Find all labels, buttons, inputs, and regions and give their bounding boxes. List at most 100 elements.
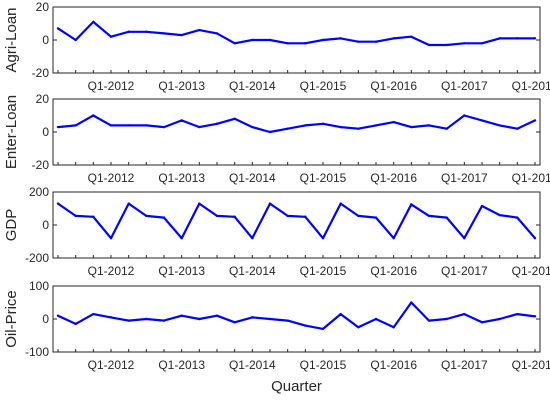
- y-axis-title: Enter-Loan: [3, 95, 20, 169]
- data-point: [339, 37, 342, 40]
- y-tick-label: -200: [25, 251, 49, 265]
- data-point: [145, 124, 148, 127]
- data-point: [357, 214, 360, 218]
- data-point: [392, 237, 395, 240]
- data-point: [321, 38, 325, 42]
- data-point: [374, 216, 378, 219]
- x-axis-title: Quarter: [271, 378, 322, 395]
- data-point: [339, 312, 342, 316]
- data-point: [74, 214, 77, 218]
- data-point: [233, 215, 236, 218]
- data-point: [198, 202, 201, 205]
- series-line: [57, 20, 535, 47]
- x-tick-label: Q1-2017: [441, 171, 488, 185]
- data-point: [180, 237, 183, 240]
- data-point: [321, 327, 325, 331]
- x-tick-label: Q1-2015: [300, 358, 347, 372]
- data-point: [180, 119, 183, 122]
- x-tick-label: Q1-2017: [441, 79, 488, 93]
- data-point: [463, 114, 466, 117]
- y-tick-label: 200: [29, 185, 49, 199]
- data-point: [427, 319, 431, 322]
- x-tick-label: Q1-2013: [158, 358, 205, 372]
- data-point: [127, 30, 130, 33]
- data-point: [392, 37, 395, 40]
- x-tick-label: Q1-2012: [88, 358, 135, 372]
- x-tick-label: Q1-2015: [300, 79, 347, 93]
- data-point: [162, 216, 166, 219]
- x-tick-label: Q1-2015: [300, 171, 347, 185]
- x-tick-label: Q1-2014: [229, 79, 276, 93]
- x-tick-label: Q1-2015: [300, 264, 347, 278]
- plot-frame: [52, 191, 541, 259]
- data-point: [533, 315, 537, 318]
- y-tick-label: 0: [42, 218, 49, 232]
- x-tick-label: Q1-2016: [370, 79, 417, 93]
- data-point: [339, 125, 342, 129]
- data-point: [56, 27, 60, 30]
- plot-frame: [52, 98, 541, 166]
- x-tick-label: Q1-2014: [229, 171, 276, 185]
- data-point: [410, 203, 413, 206]
- y-tick-label: 0: [42, 125, 49, 139]
- data-point: [145, 317, 148, 321]
- data-point: [268, 317, 272, 321]
- y-axis-title: Oil-Price: [3, 290, 20, 348]
- data-point: [480, 42, 484, 45]
- chart-panel-2: -20 0 20 Q1-2012 Q1-2013 Q1-2014 Q1-2015 Q1-201…: [3, 92, 550, 185]
- x-tick-label: Q1-2016: [370, 264, 417, 278]
- data-point: [56, 202, 60, 205]
- data-point: [339, 202, 342, 205]
- data-point: [321, 122, 325, 125]
- data-point: [463, 237, 466, 240]
- data-point: [251, 38, 254, 42]
- x-tick-label: Q1-2014: [229, 264, 276, 278]
- data-point: [92, 215, 95, 218]
- data-point: [127, 319, 130, 322]
- x-tick-label: Q1-2013: [158, 79, 205, 93]
- data-point: [162, 319, 166, 322]
- x-tick-label: Q1-2013: [158, 171, 205, 185]
- chart-panel-4: -100 0 100 Q1-2012 Q1-2013 Q1-2014 Q1-2015 Q1-2…: [3, 279, 550, 372]
- data-point: [445, 317, 448, 321]
- data-point: [215, 314, 219, 317]
- data-point: [516, 37, 519, 40]
- data-point: [56, 125, 60, 129]
- data-point: [410, 35, 413, 38]
- x-tick-label: Q1-2012: [88, 171, 135, 185]
- data-point: [286, 319, 289, 322]
- data-point: [304, 124, 307, 127]
- data-point: [304, 42, 307, 45]
- data-point: [304, 215, 307, 218]
- data-point: [109, 237, 113, 240]
- x-tick-label: Q1-2018: [512, 79, 550, 93]
- x-tick-label: Q1-2013: [158, 264, 205, 278]
- chart-panel-1: -20 0 20 Q1-2012 Q1-2013 Q1-2014 Q1-2015 Q1-201…: [3, 0, 550, 93]
- data-point: [516, 127, 519, 130]
- data-point: [480, 204, 484, 208]
- data-point: [233, 117, 236, 121]
- data-point: [286, 42, 289, 45]
- data-point: [480, 119, 484, 122]
- data-point: [233, 321, 236, 324]
- data-point: [109, 124, 113, 127]
- data-point: [180, 33, 183, 37]
- data-point: [180, 314, 183, 317]
- data-point: [445, 127, 448, 130]
- data-point: [268, 130, 272, 134]
- series-line: [57, 301, 536, 330]
- data-point: [374, 317, 378, 321]
- data-point: [215, 214, 219, 218]
- x-tick-label: Q1-2017: [441, 264, 488, 278]
- data-point: [516, 216, 519, 219]
- data-point: [92, 20, 95, 24]
- data-point: [74, 124, 77, 127]
- data-point: [286, 214, 289, 218]
- plot-frame: [52, 285, 541, 353]
- data-point: [92, 312, 95, 316]
- data-point: [109, 316, 113, 319]
- data-point: [410, 125, 413, 129]
- data-point: [392, 326, 395, 329]
- data-point: [463, 42, 466, 45]
- y-tick-label: -100: [25, 345, 49, 359]
